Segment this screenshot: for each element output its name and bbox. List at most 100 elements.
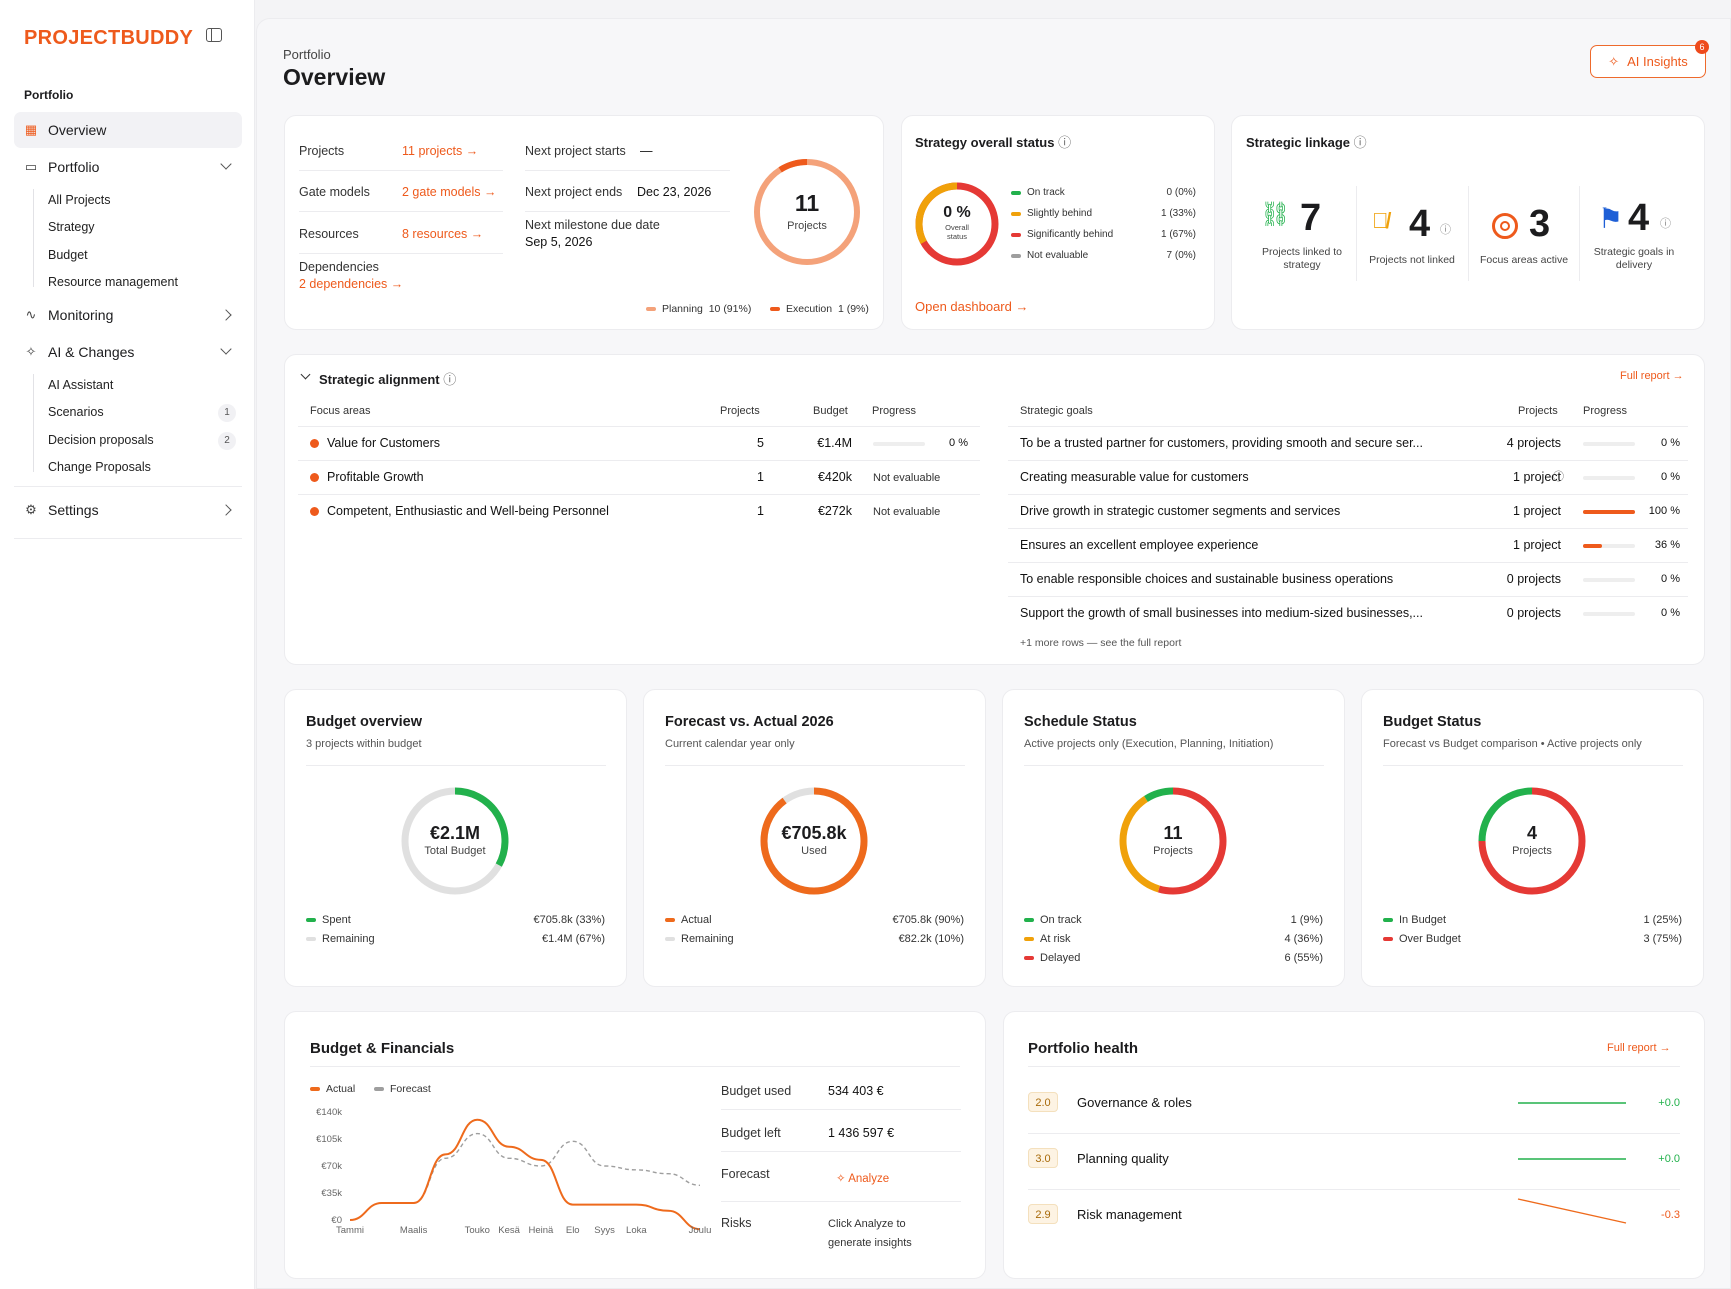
focus-area-name[interactable]: Value for Customers (327, 436, 441, 450)
y-tick-label: €105k (316, 1134, 342, 1145)
sidebar-item-ai-changes[interactable]: ✧ AI & Changes (14, 334, 242, 370)
status-value: 1 (67%) (1160, 229, 1196, 240)
info-icon[interactable]: ⓘ (1353, 135, 1367, 150)
strategic-goal-progress: 0 % (1661, 437, 1680, 449)
breadcrumb[interactable]: Portfolio (283, 47, 331, 62)
projects-link-text: 11 projects (402, 144, 463, 158)
gate-models-link-text: 2 gate models (402, 185, 481, 199)
strategic-goal-name[interactable]: Support the growth of small businesses i… (1020, 606, 1423, 620)
info-icon[interactable]: ⓘ (1660, 218, 1671, 230)
sidebar-item-overview[interactable]: ▦ Overview (14, 112, 242, 148)
sidebar-item-monitoring[interactable]: ∿ Monitoring (14, 297, 242, 333)
legend-label: Remaining (681, 933, 734, 945)
segment-arc (1478, 787, 1533, 842)
health-full-report-link[interactable]: Full report → (1607, 1042, 1671, 1054)
legend-swatch (306, 918, 316, 922)
strategic-goal-progress: 0 % (1661, 607, 1680, 619)
strategic-goal-projects: 1 project (1513, 538, 1561, 552)
strategic-goal-name[interactable]: Ensures an excellent employee experience (1020, 538, 1259, 552)
strategy-ring-pct: 0 % (943, 204, 971, 221)
strategic-goal-name[interactable]: Drive growth in strategic customer segme… (1020, 504, 1341, 518)
budget-used-value: 534 403 € (828, 1084, 884, 1098)
focus-area-budget: €1.4M (817, 436, 852, 450)
sidebar-subitem-decision-proposals[interactable]: Decision proposals (48, 433, 154, 447)
info-icon[interactable]: ⓘ (1058, 135, 1072, 150)
health-category-label[interactable]: Risk management (1077, 1207, 1182, 1222)
full-report-link[interactable]: Full report → (1620, 370, 1684, 382)
divider (298, 494, 980, 495)
progress-bar (1583, 476, 1635, 480)
status-swatch (1011, 191, 1021, 195)
analyze-button[interactable]: ✧ Analyze (836, 1171, 889, 1185)
milestone-value: Sep 5, 2026 (525, 235, 593, 249)
strategy-ring (915, 182, 999, 266)
strategic-goal-projects: 4 projects (1506, 436, 1561, 450)
portfolio-health-card (1003, 1011, 1705, 1279)
status-swatch (1011, 233, 1021, 237)
budget-used-label: Budget used (721, 1084, 792, 1098)
sidebar-subitem-ai-assistant[interactable]: AI Assistant (48, 378, 114, 392)
execution-arc (778, 159, 808, 173)
status-value: 7 (0%) (1166, 250, 1196, 261)
dependencies-link[interactable]: 2 dependencies → (299, 277, 404, 291)
budget-overview-center-label: Total Budget (424, 845, 486, 857)
actual-swatch (310, 1087, 320, 1092)
legend-label: Spent (322, 914, 351, 926)
divider (1008, 460, 1688, 461)
sidebar-item-label: Settings (48, 502, 99, 518)
info-icon[interactable]: ⓘ (443, 372, 457, 387)
sidebar-subitem-budget[interactable]: Budget (48, 248, 88, 262)
sidebar-item-portfolio[interactable]: ▭ Portfolio (14, 149, 242, 185)
status-value: 0 (0%) (1166, 187, 1196, 198)
count-badge: 1 (218, 404, 236, 422)
strategic-goal-name[interactable]: Creating measurable value for customers (1020, 470, 1249, 484)
actual-series-line (349, 1118, 701, 1231)
gate-models-link[interactable]: 2 gate models → (402, 185, 497, 199)
info-icon[interactable]: ⓘ (1440, 224, 1451, 236)
open-dashboard-link[interactable]: Open dashboard → (915, 299, 1029, 314)
divider (1008, 494, 1688, 495)
focus-areas-label: Focus areas active (1479, 254, 1569, 266)
ai-insights-button[interactable]: ✧ AI Insights (1590, 45, 1706, 78)
focus-area-name[interactable]: Competent, Enthusiastic and Well-being P… (327, 504, 609, 518)
sparkle-icon: ✧ (836, 1173, 846, 1185)
projects-link[interactable]: 11 projects → (402, 144, 479, 158)
forecast-vs-actual-card (643, 689, 986, 987)
sidebar-toggle-icon[interactable] (206, 28, 222, 42)
progress-bar (873, 442, 925, 446)
legend-label: Remaining (322, 933, 375, 945)
sidebar-subitem-resource-management[interactable]: Resource management (48, 275, 178, 289)
more-rows-link[interactable]: +1 more rows — see the full report (1020, 637, 1182, 649)
progress-bar (1583, 510, 1635, 514)
projects-label: Projects (299, 144, 345, 158)
schedule-status-center-label: Projects (1153, 845, 1193, 857)
budget-overview-donut (401, 787, 509, 895)
strategy-ring-label-1: Overall (945, 223, 969, 232)
legend-value: 1 (25%) (1643, 914, 1682, 926)
sidebar-item-settings[interactable]: ⚙ Settings (14, 492, 242, 528)
divider (525, 170, 730, 171)
info-icon[interactable]: ⓘ (1553, 471, 1564, 483)
sidebar-item-label: Overview (48, 122, 107, 138)
divider (721, 1109, 961, 1110)
x-tick-label: Syys (594, 1225, 615, 1236)
health-category-label[interactable]: Planning quality (1077, 1151, 1169, 1166)
col-strategic-goals: Strategic goals (1020, 405, 1093, 417)
full-report-text: Full report (1620, 370, 1670, 382)
strategic-goal-name[interactable]: To be a trusted partner for customers, p… (1020, 436, 1423, 450)
resources-link[interactable]: 8 resources → (402, 227, 484, 241)
sidebar-subitem-scenarios[interactable]: Scenarios (48, 405, 104, 419)
sidebar-subitem-change-proposals[interactable]: Change Proposals (48, 460, 151, 474)
risks-text-1: Click Analyze to (828, 1218, 906, 1230)
strategy-status-title-text: Strategy overall status (915, 135, 1055, 150)
planning-swatch (646, 307, 656, 312)
sidebar-subitem-all-projects[interactable]: All Projects (48, 193, 111, 207)
health-category-label[interactable]: Governance & roles (1077, 1095, 1192, 1110)
strategic-alignment-title-text: Strategic alignment (319, 372, 440, 387)
focus-area-name[interactable]: Profitable Growth (327, 470, 424, 484)
sidebar-subitem-strategy[interactable]: Strategy (48, 220, 95, 234)
strategic-goal-name[interactable]: To enable responsible choices and sustai… (1020, 572, 1394, 586)
health-delta: +0.0 (1658, 1153, 1680, 1165)
focus-area-projects: 1 (757, 470, 764, 484)
forecast-swatch (374, 1087, 384, 1092)
